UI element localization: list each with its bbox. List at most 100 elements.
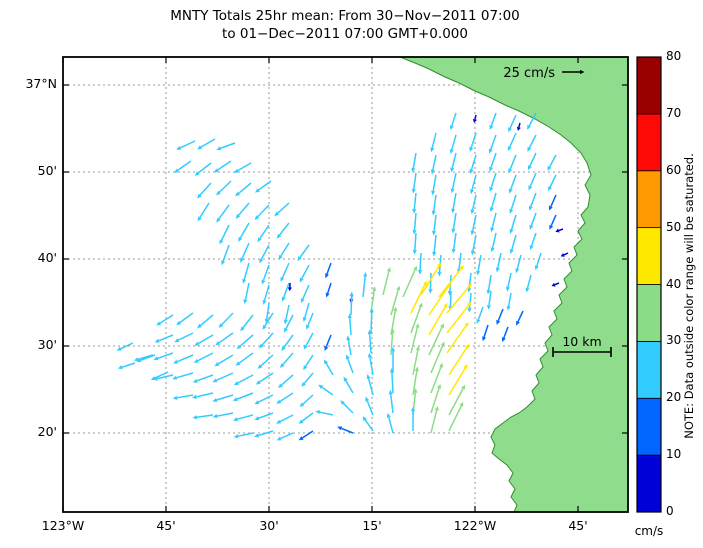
current-vector [548,174,557,192]
current-vector [318,384,334,396]
current-vector [236,334,254,350]
current-vector [233,432,254,439]
current-vector [154,334,174,343]
colorbar-band [636,397,662,456]
current-vector [528,192,537,211]
current-vector [527,112,537,130]
colorbar-tick-label: 20 [666,390,682,405]
current-vector [448,364,468,396]
current-vector [495,252,502,273]
colorbar-tick-label: 80 [666,49,682,63]
current-vector [274,202,290,217]
current-vector [410,280,427,314]
current-vector [197,138,216,150]
plot-area: 25 cm/s 10 km [63,57,628,512]
current-vector [506,292,512,311]
current-vector [303,332,314,350]
current-vector [194,334,214,346]
tick-marks [62,57,628,512]
current-vector [232,392,254,402]
current-vector [218,312,234,328]
figure-title-line-2: to 01−Dec−2011 07:00 GMT+0.000 [222,26,468,42]
current-vector [388,389,394,414]
current-vector [192,414,214,420]
colorbar-tick-label: 50 [666,219,682,234]
current-vector [174,160,192,173]
current-vector [254,394,274,405]
current-vector [428,272,433,294]
current-vector [283,304,290,325]
current-vector [133,354,154,362]
current-vector [472,114,477,123]
current-vector [470,174,477,195]
current-vector [515,254,522,274]
current-vector [212,412,234,419]
current-vector [221,244,230,266]
current-vector [276,432,294,441]
current-vector [449,112,457,131]
current-vector [255,372,274,385]
current-vector [235,202,250,219]
current-vector [451,192,457,214]
current-vector [254,430,274,438]
current-vector [298,430,314,441]
current-vector [302,302,310,323]
figure-title-line-1: MNTY Totals 25hr mean: From 30−Nov−2011 … [170,8,520,24]
current-vector [369,307,374,334]
current-vector [261,264,270,285]
current-vector [411,152,417,173]
current-vector [235,352,254,366]
current-vector [212,394,234,403]
current-vector [534,252,542,271]
current-vector [448,384,466,416]
current-vector [235,182,252,197]
current-vector [469,132,477,152]
current-vector [450,172,457,194]
current-vector [431,174,437,196]
current-vector [254,412,274,421]
current-vector [555,228,564,233]
current-vector [428,323,444,356]
current-vector [343,376,354,394]
current-vector [324,359,334,376]
current-vector [216,142,236,151]
current-vector [276,222,290,239]
current-vector [305,312,314,330]
current-vector [362,271,368,298]
current-vector [259,332,274,349]
current-vector [365,396,374,416]
current-vector [349,291,354,316]
current-vector [213,160,232,173]
current-vector [117,362,136,370]
current-vector [430,341,445,374]
colorbar-tick-label: 10 [666,447,682,462]
current-vector [508,114,517,133]
current-vector [386,413,394,434]
current-vector [325,262,332,279]
current-vector [507,132,517,152]
current-vector [390,346,396,373]
current-vector [233,162,252,173]
current-vector [529,232,537,251]
current-vector [300,284,310,304]
current-vector [412,366,419,396]
current-vector [276,392,294,404]
axes-border [62,56,629,513]
current-vector [197,182,212,199]
current-vector [346,335,352,356]
colorbar-tick-label: 0 [666,504,674,518]
colorbar-tick-label: 60 [666,162,682,177]
current-vector [281,334,294,352]
current-vector [153,352,174,361]
current-vector [212,372,234,383]
current-vector [411,172,417,194]
current-vector [299,394,314,408]
current-vector [410,302,423,334]
current-vector [430,405,439,434]
current-vector [431,194,437,216]
current-vector [410,323,420,354]
current-vector [529,212,537,230]
current-vector [489,112,497,130]
y-tick-label: 20' [37,424,57,439]
